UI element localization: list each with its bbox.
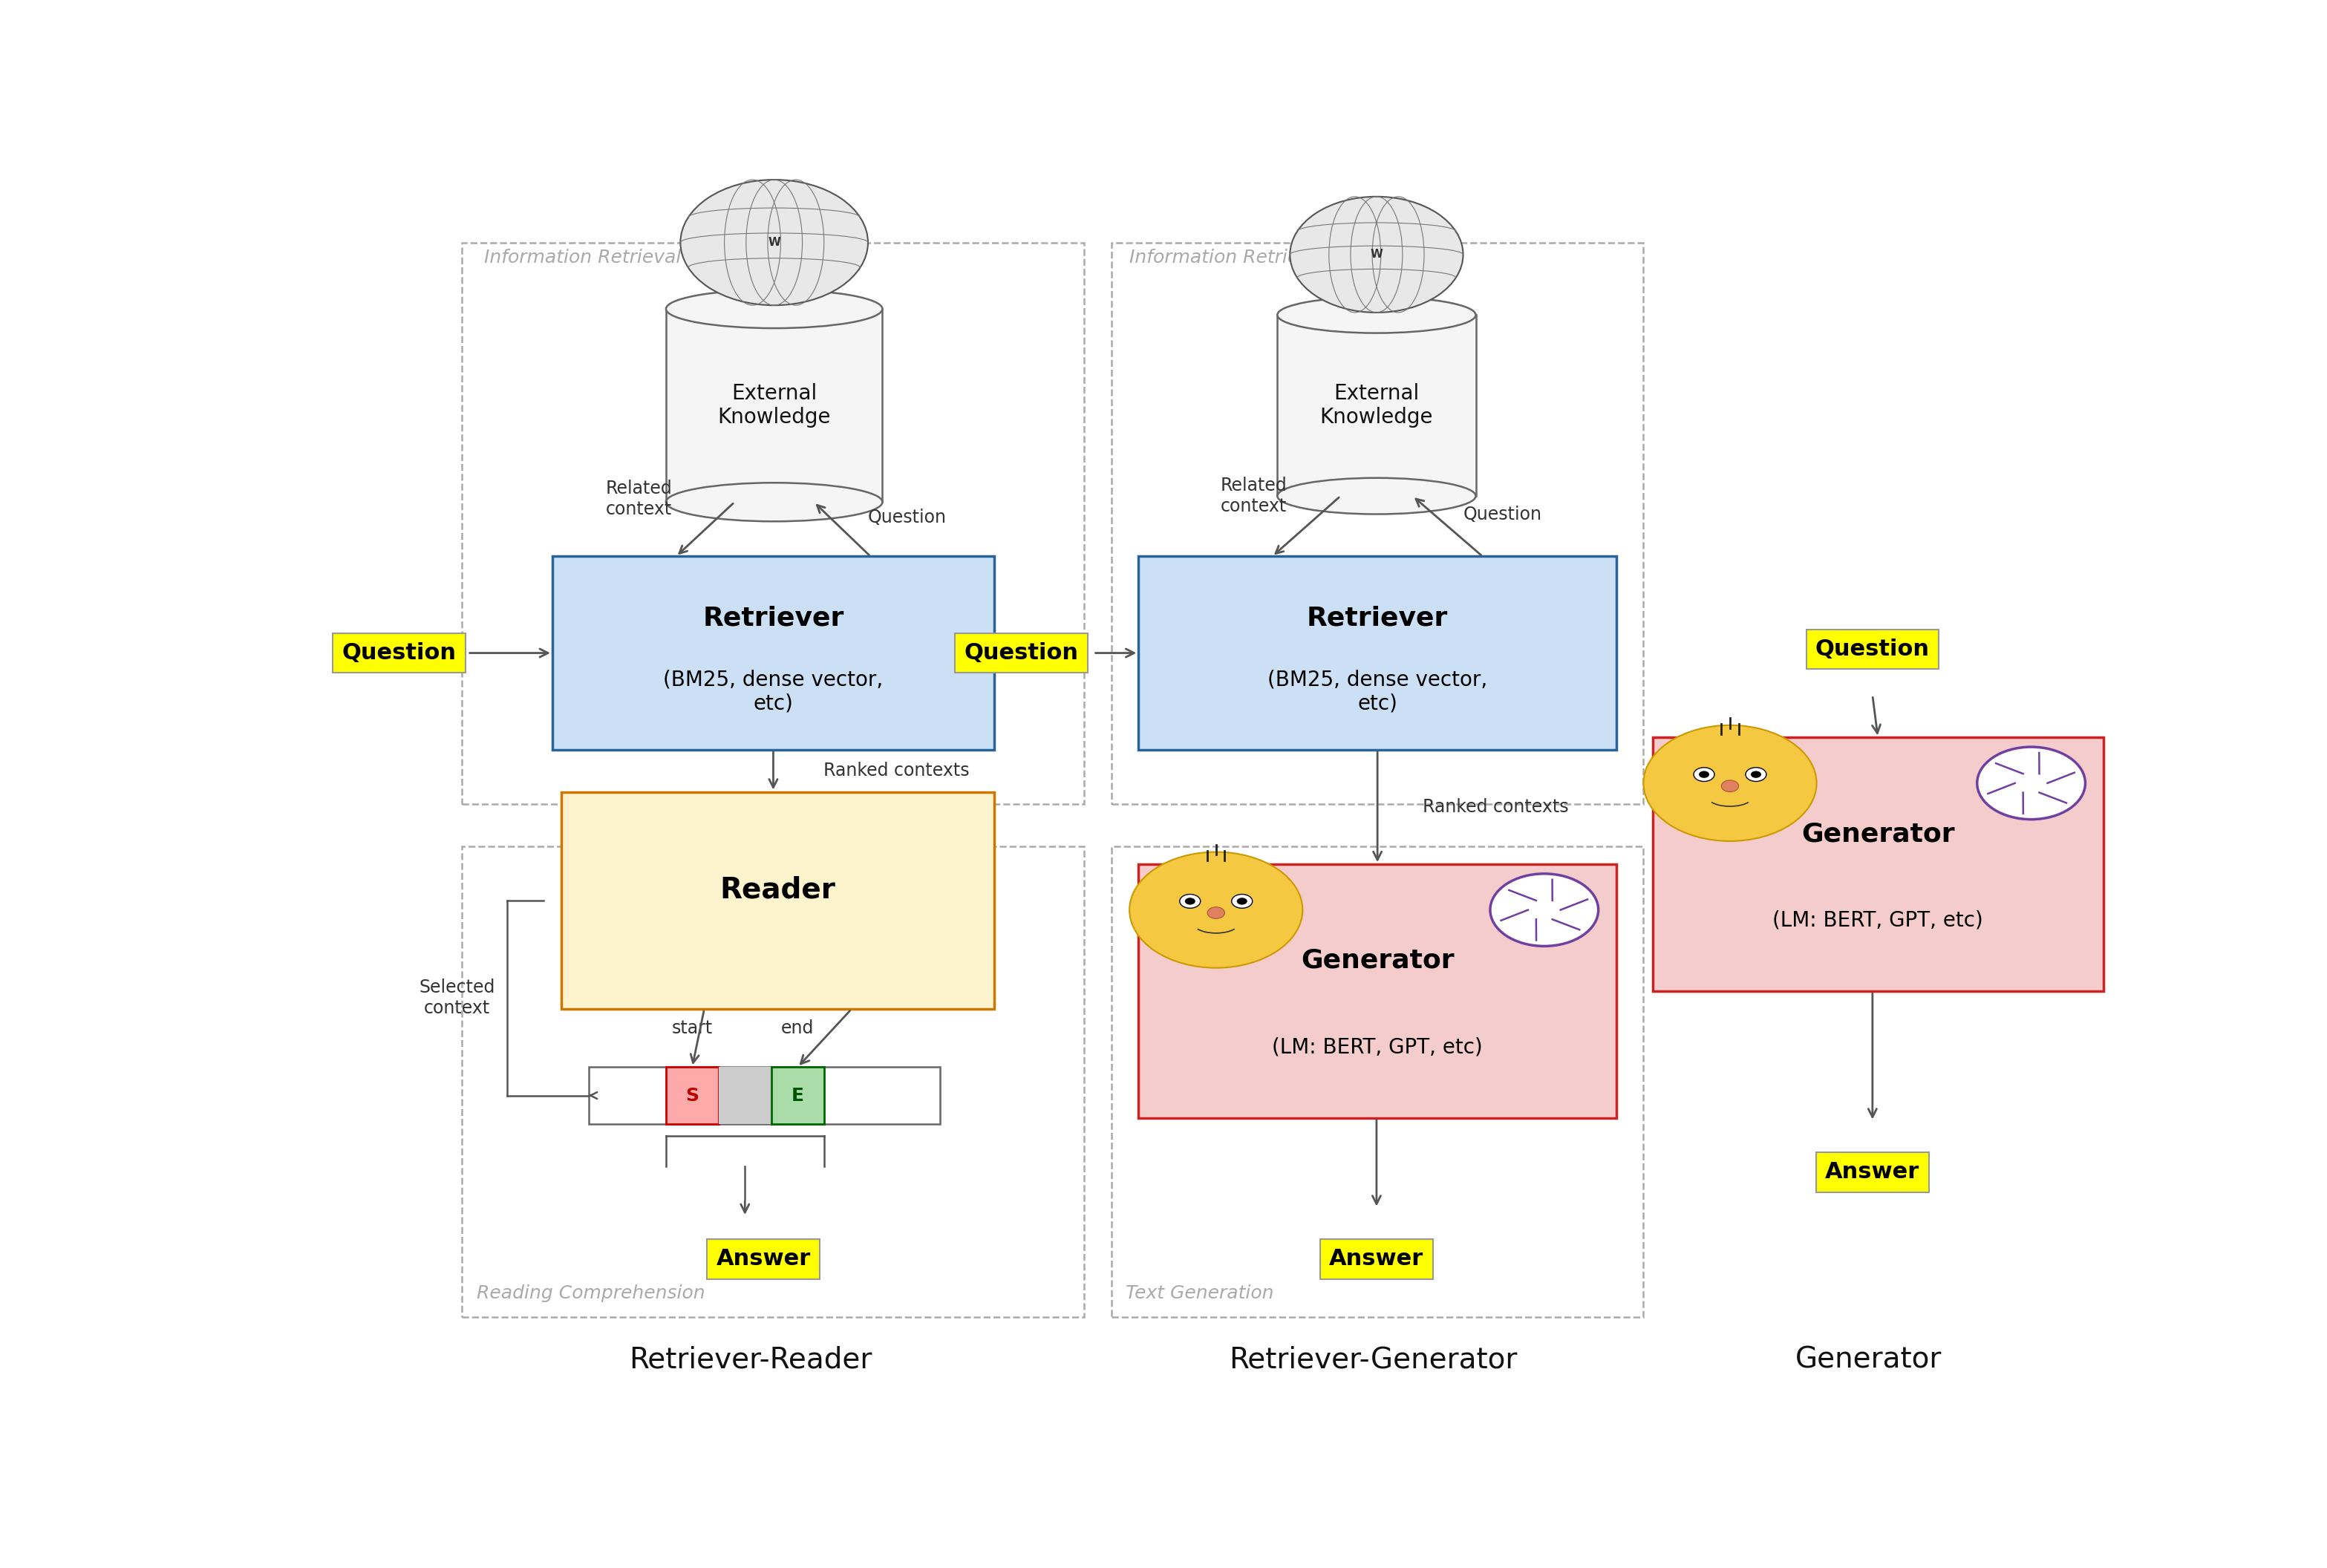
Text: Question: Question (342, 643, 456, 663)
Circle shape (1643, 724, 1817, 840)
Text: Answer: Answer (1329, 1248, 1424, 1270)
Text: Information Retrieval System: Information Retrieval System (1129, 248, 1401, 267)
Circle shape (1722, 781, 1738, 792)
Text: Answer: Answer (717, 1248, 810, 1270)
Circle shape (1289, 196, 1464, 312)
Text: Question: Question (1464, 505, 1543, 524)
Text: Generator: Generator (1801, 822, 1955, 847)
Circle shape (1180, 894, 1201, 908)
Circle shape (1489, 873, 1599, 946)
Text: Retriever-Generator: Retriever-Generator (1229, 1345, 1517, 1374)
Text: Retriever: Retriever (703, 605, 845, 630)
Bar (666, 1068, 719, 1124)
Text: Generator: Generator (1301, 949, 1454, 974)
FancyBboxPatch shape (1278, 315, 1475, 495)
Text: Answer: Answer (1824, 1162, 1920, 1182)
Text: Question: Question (963, 643, 1077, 663)
Bar (1652, 737, 2104, 991)
Bar (561, 792, 994, 1010)
Text: Text Generation: Text Generation (1126, 1284, 1273, 1303)
Text: Question: Question (1815, 638, 1929, 660)
Circle shape (1750, 771, 1762, 778)
Ellipse shape (1278, 478, 1475, 514)
Text: Selected
context: Selected context (419, 978, 496, 1018)
Circle shape (1238, 898, 1247, 905)
Text: (LM: BERT, GPT, etc): (LM: BERT, GPT, etc) (1773, 909, 1983, 930)
Text: External
Knowledge: External Knowledge (717, 383, 831, 428)
Ellipse shape (666, 483, 882, 522)
Text: end: end (782, 1019, 814, 1036)
Text: Related
context: Related context (605, 480, 673, 519)
Text: Reading Comprehension: Reading Comprehension (477, 1284, 705, 1303)
Bar (1112, 243, 1643, 804)
Bar (589, 1068, 940, 1124)
Text: W: W (1371, 249, 1382, 260)
FancyBboxPatch shape (666, 309, 882, 502)
Bar (719, 1068, 770, 1124)
Text: (BM25, dense vector,
etc): (BM25, dense vector, etc) (663, 670, 884, 713)
Text: W: W (768, 237, 780, 248)
Bar (1138, 557, 1617, 750)
Ellipse shape (1278, 296, 1475, 332)
Text: Related
context: Related context (1222, 477, 1287, 516)
Text: Ranked contexts: Ranked contexts (1422, 798, 1568, 815)
Circle shape (1208, 906, 1224, 919)
Text: External
Knowledge: External Knowledge (1319, 383, 1433, 428)
Text: Ranked contexts: Ranked contexts (824, 762, 970, 779)
Circle shape (679, 180, 868, 306)
Text: Information Retrieval System: Information Retrieval System (484, 248, 756, 267)
Circle shape (1699, 771, 1710, 778)
Circle shape (1745, 767, 1766, 781)
Text: Question: Question (868, 508, 947, 527)
Ellipse shape (666, 290, 882, 328)
Bar (1112, 847, 1643, 1317)
Bar (463, 847, 1084, 1317)
Text: start: start (673, 1019, 712, 1036)
Circle shape (1978, 746, 2085, 820)
Circle shape (1231, 894, 1252, 908)
Text: S: S (686, 1087, 698, 1104)
Bar (1138, 864, 1617, 1118)
Bar (770, 1068, 824, 1124)
Text: Generator: Generator (1796, 1345, 1943, 1374)
Text: (BM25, dense vector,
etc): (BM25, dense vector, etc) (1268, 670, 1487, 713)
Bar (551, 557, 994, 750)
Text: Retriever-Reader: Retriever-Reader (628, 1345, 873, 1374)
Circle shape (1694, 767, 1715, 781)
Circle shape (1184, 898, 1196, 905)
Bar (463, 243, 1084, 804)
Text: E: E (791, 1087, 805, 1104)
Text: Retriever: Retriever (1308, 605, 1447, 630)
Text: (LM: BERT, GPT, etc): (LM: BERT, GPT, etc) (1273, 1036, 1482, 1057)
Text: Reader: Reader (719, 875, 835, 903)
Circle shape (1129, 851, 1303, 967)
